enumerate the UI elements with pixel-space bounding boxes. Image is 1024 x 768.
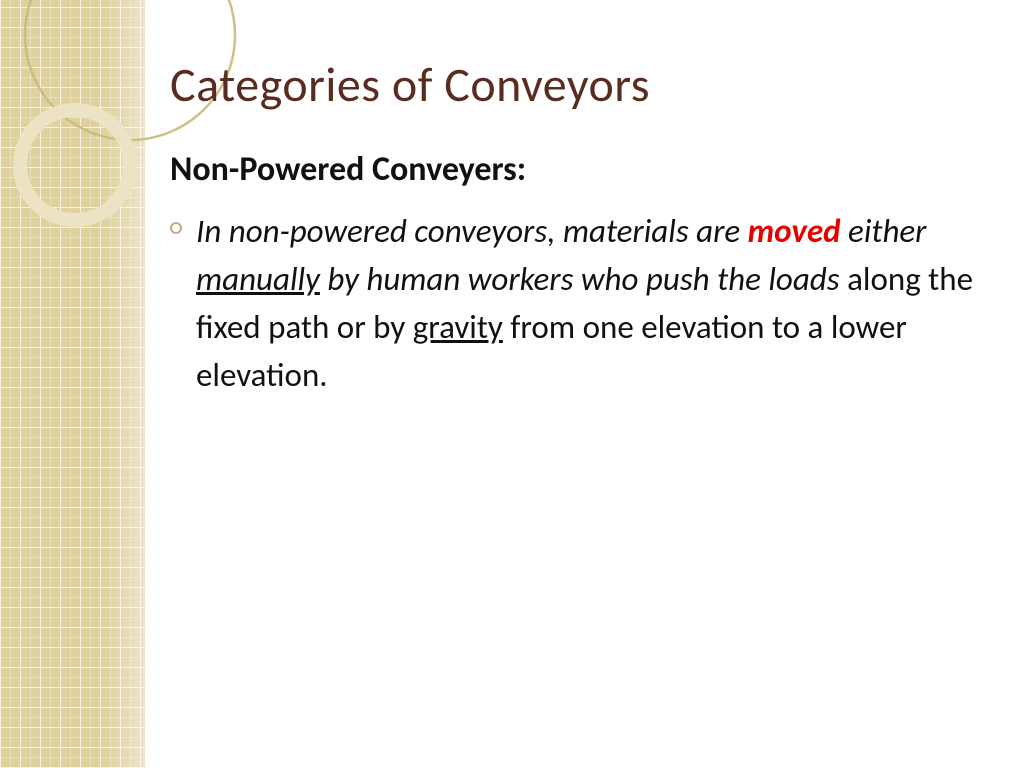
- text-seg-3: by human workers who push the loads: [320, 259, 840, 299]
- slide-title: Categories of Conveyors: [170, 55, 984, 114]
- slide-content: Categories of Conveyors Non-Powered Conv…: [170, 55, 984, 399]
- bullet-ring-icon: [170, 222, 182, 234]
- bullet-item: In non-powered conveyors, materials are …: [170, 208, 984, 399]
- text-gravity: gravity: [413, 307, 503, 347]
- text-seg-2: either: [841, 211, 927, 251]
- bullet-text: In non-powered conveyors, materials are …: [196, 208, 984, 399]
- slide-subheading: Non-Powered Conveyers:: [170, 149, 984, 190]
- text-seg-1: In non-powered conveyors, materials are: [196, 211, 748, 251]
- text-manually: manually: [196, 259, 320, 299]
- text-moved: moved: [748, 211, 841, 251]
- sidebar-fade-overlay: [0, 0, 145, 768]
